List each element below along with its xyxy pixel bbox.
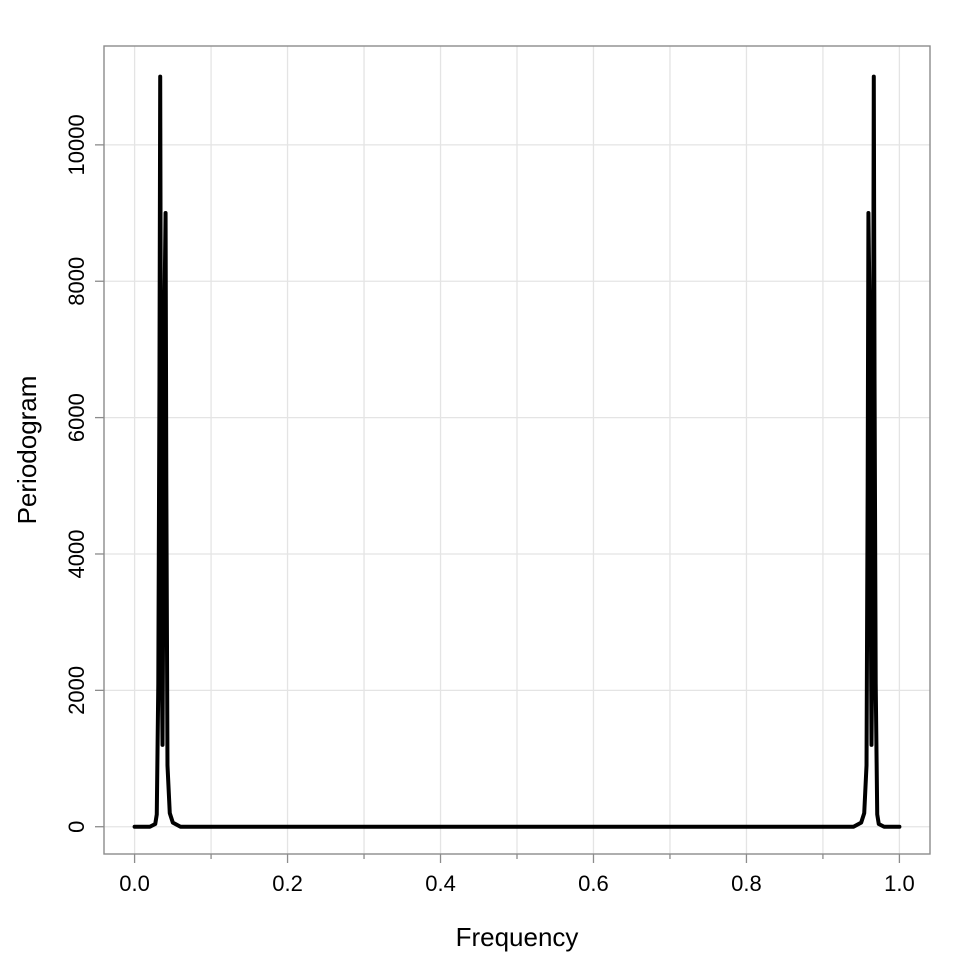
y-tick-label: 2000	[64, 666, 89, 715]
data-layer	[132, 74, 902, 829]
x-axis-title: Frequency	[456, 922, 579, 952]
y-tick-label: 10000	[64, 114, 89, 175]
y-tick-label: 0	[64, 821, 89, 833]
x-tick-label: 0.2	[272, 871, 303, 896]
y-tick-label: 6000	[64, 393, 89, 442]
axis-ticks: 0.0 0.2 0.4 0.6 0.8 1.0 0 2000 4000 6000 8000 10000	[64, 114, 915, 896]
y-tick-label: 4000	[64, 530, 89, 579]
x-tick-label: 0.0	[119, 871, 150, 896]
periodogram-series-line	[132, 74, 902, 829]
x-tick-label: 0.6	[578, 871, 609, 896]
x-tick-label: 0.4	[425, 871, 456, 896]
y-axis-title: Periodogram	[12, 376, 42, 525]
x-tick-label: 1.0	[884, 871, 915, 896]
x-tick-label: 0.8	[731, 871, 762, 896]
y-tick-label: 8000	[64, 257, 89, 306]
